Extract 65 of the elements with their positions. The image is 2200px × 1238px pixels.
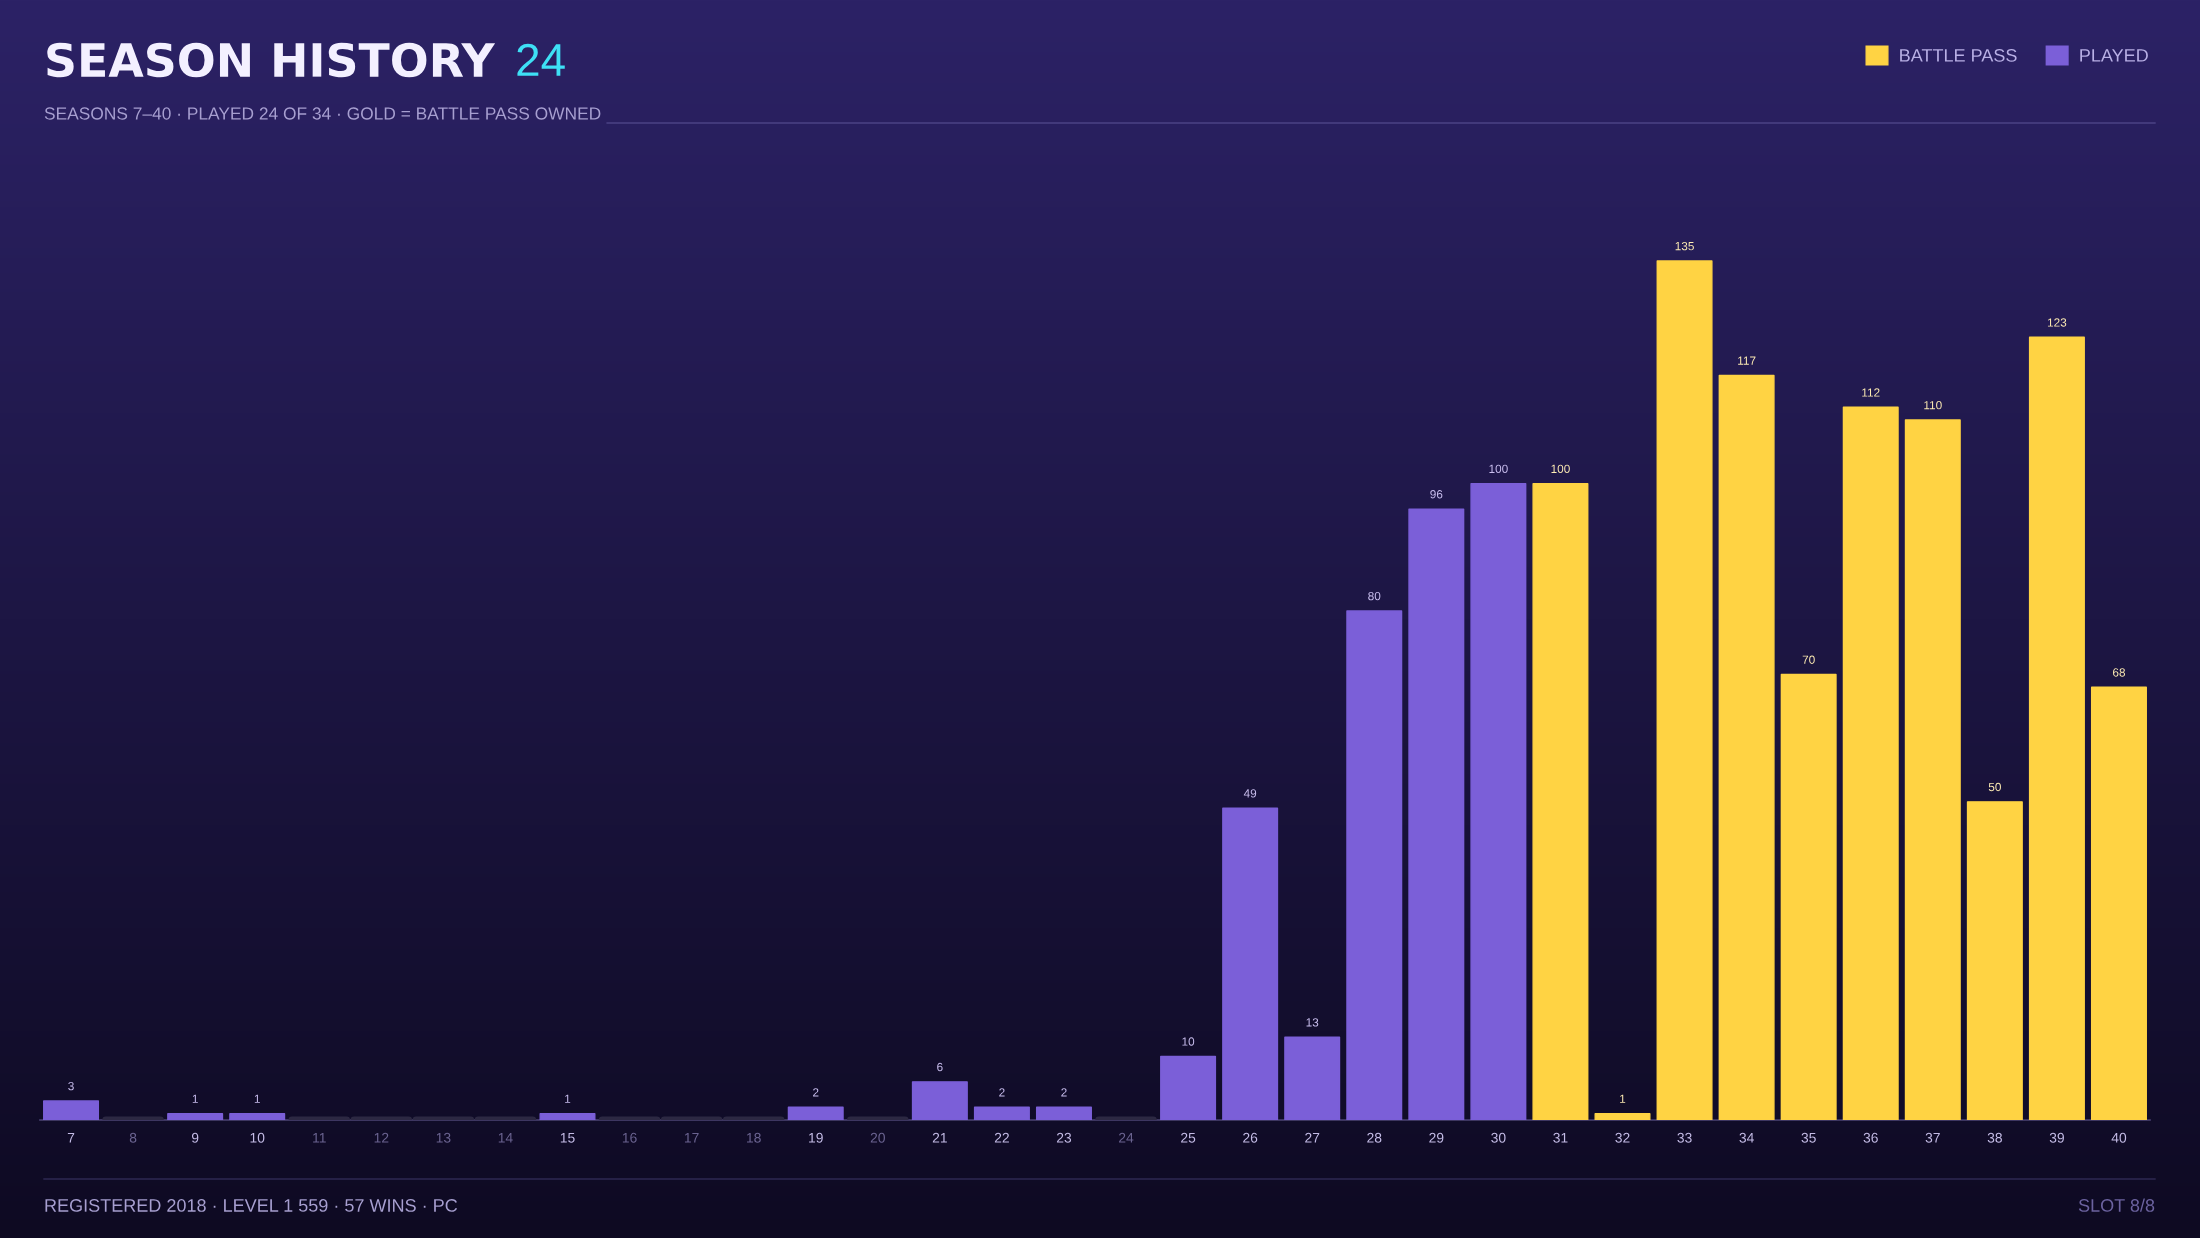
x-tick-label: 34 [1739,1132,1754,1143]
x-tick-label: 39 [2049,1132,2064,1143]
x-tick-label: 37 [1925,1132,1940,1143]
x-tick-label: 18 [747,1132,761,1143]
data-label: 135 [1675,241,1694,251]
data-label: 68 [2113,668,2126,677]
x-tick-label: 10 [250,1132,265,1143]
chart-title: SEASON HISTORY [47,42,496,78]
x-tick-label: 8 [129,1132,137,1143]
data-label: 1 [565,1094,571,1103]
x-tick-label: 26 [1243,1132,1258,1143]
legend-label: BATTLE PASS [1900,48,2017,62]
x-tick-label: 35 [1801,1132,1816,1143]
data-label: 100 [1489,464,1508,473]
x-tick-label: 31 [1553,1132,1568,1143]
data-label: 3 [68,1081,74,1091]
x-tick-label: 20 [870,1132,885,1143]
text: 24 [517,43,565,76]
data-label: 70 [1802,655,1815,664]
x-tick-label: 33 [1677,1132,1692,1143]
x-tick-label: 7 [67,1133,75,1143]
data-label: 1 [254,1094,260,1103]
x-tick-label: 28 [1367,1132,1382,1143]
data-label: 2 [813,1088,819,1097]
data-label: 110 [1924,401,1942,410]
data-label: 2 [999,1088,1005,1097]
x-tick-label: 19 [809,1132,823,1143]
x-tick-label: 23 [1056,1132,1072,1143]
x-tick-label: 25 [1181,1132,1196,1143]
x-tick-label: 15 [560,1133,575,1143]
data-label: 49 [1243,789,1257,798]
legend-label: PLAYED [2080,49,2148,62]
x-tick-label: 22 [994,1132,1009,1143]
data-label: 50 [1988,782,2001,792]
data-label: 2 [1061,1088,1067,1097]
data-label: 1 [192,1094,198,1103]
x-tick-label: 12 [374,1132,389,1143]
data-label: 80 [1368,591,1381,601]
x-tick-label: 24 [1119,1132,1134,1143]
x-tick-label: 32 [1615,1132,1630,1143]
data-label: 123 [2047,318,2067,327]
data-label: 117 [1738,356,1756,365]
data-label: 10 [1182,1037,1195,1046]
x-tick-label: 36 [1863,1132,1878,1143]
text: REGISTERED 2018 · LEVEL 1 559 · 57 WINS · PC [45,1199,458,1212]
x-tick-label: 40 [2111,1132,2127,1143]
x-tick-label: 17 [684,1133,699,1143]
x-tick-label: 11 [313,1133,326,1143]
text: SLOT 8/8 [2078,1198,2155,1212]
x-tick-label: 38 [1987,1132,2002,1143]
x-tick-label: 27 [1305,1132,1320,1143]
x-tick-label: 16 [622,1132,637,1143]
data-label: 13 [1306,1018,1319,1027]
x-tick-label: 30 [1491,1132,1506,1143]
x-tick-label: 29 [1429,1132,1444,1143]
x-tick-label: 13 [436,1132,451,1143]
x-tick-label: 21 [932,1132,947,1143]
data-label: 112 [1862,388,1880,397]
data-label: 6 [937,1062,943,1072]
data-label: 96 [1430,490,1443,499]
data-label: 100 [1551,464,1570,473]
data-label: 1 [1620,1094,1626,1103]
chart-subtitle: SEASONS 7–40 · PLAYED 24 OF 34 · GOLD = BATTLE PASS OWNED [44,107,601,120]
x-tick-label: 14 [498,1133,513,1143]
x-tick-label: 9 [191,1132,199,1143]
